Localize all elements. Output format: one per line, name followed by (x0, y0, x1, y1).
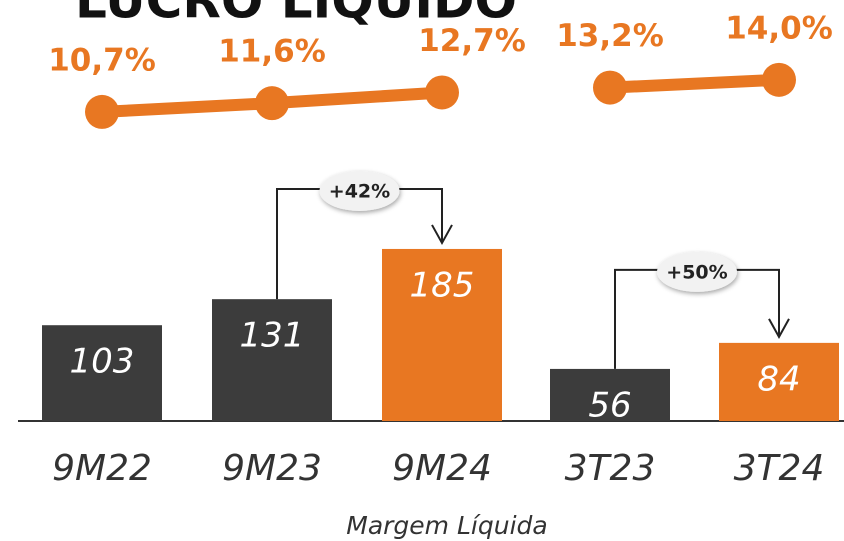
margin-label: 12,7% (418, 23, 526, 59)
x-tick-label: 9M23 (222, 448, 322, 489)
bar-value-label: 103 (70, 342, 135, 382)
x-tick-label: 3T23 (565, 448, 656, 489)
annotation-arrowhead (768, 318, 790, 339)
annotation-pill (319, 170, 400, 211)
bar (42, 325, 162, 421)
margin-label: 13,2% (556, 18, 664, 54)
margin-label: 14,0% (725, 10, 833, 46)
bar-value-label: 84 (757, 359, 800, 399)
margin-dot (762, 62, 796, 97)
bar (550, 368, 670, 421)
x-tick-label: 9M24 (392, 448, 492, 489)
caption: Margem Líquida (346, 511, 547, 540)
margin-dot (425, 75, 459, 110)
bar (212, 299, 332, 421)
annotation-text: +42% (329, 180, 390, 202)
margin-label: 10,7% (48, 42, 156, 78)
margin-line (609, 73, 780, 94)
annotation-pill (657, 251, 737, 292)
margin-label: 11,6% (218, 34, 326, 70)
bar (719, 342, 839, 421)
bar (382, 248, 502, 421)
margin-dot (593, 70, 627, 105)
annotation-text: +50% (666, 261, 727, 283)
bar-value-label: 56 (588, 385, 631, 425)
x-tick-label: 9M22 (52, 448, 152, 489)
bar-value-label: 185 (410, 265, 475, 305)
annotation-arrowhead (431, 224, 453, 246)
chart-title: LUCRO LÍQUIDO (75, 0, 517, 30)
margin-dot (255, 86, 289, 121)
bar-value-label: 131 (240, 316, 305, 356)
margin-dot (85, 94, 119, 129)
x-tick-label: 3T24 (734, 448, 825, 489)
